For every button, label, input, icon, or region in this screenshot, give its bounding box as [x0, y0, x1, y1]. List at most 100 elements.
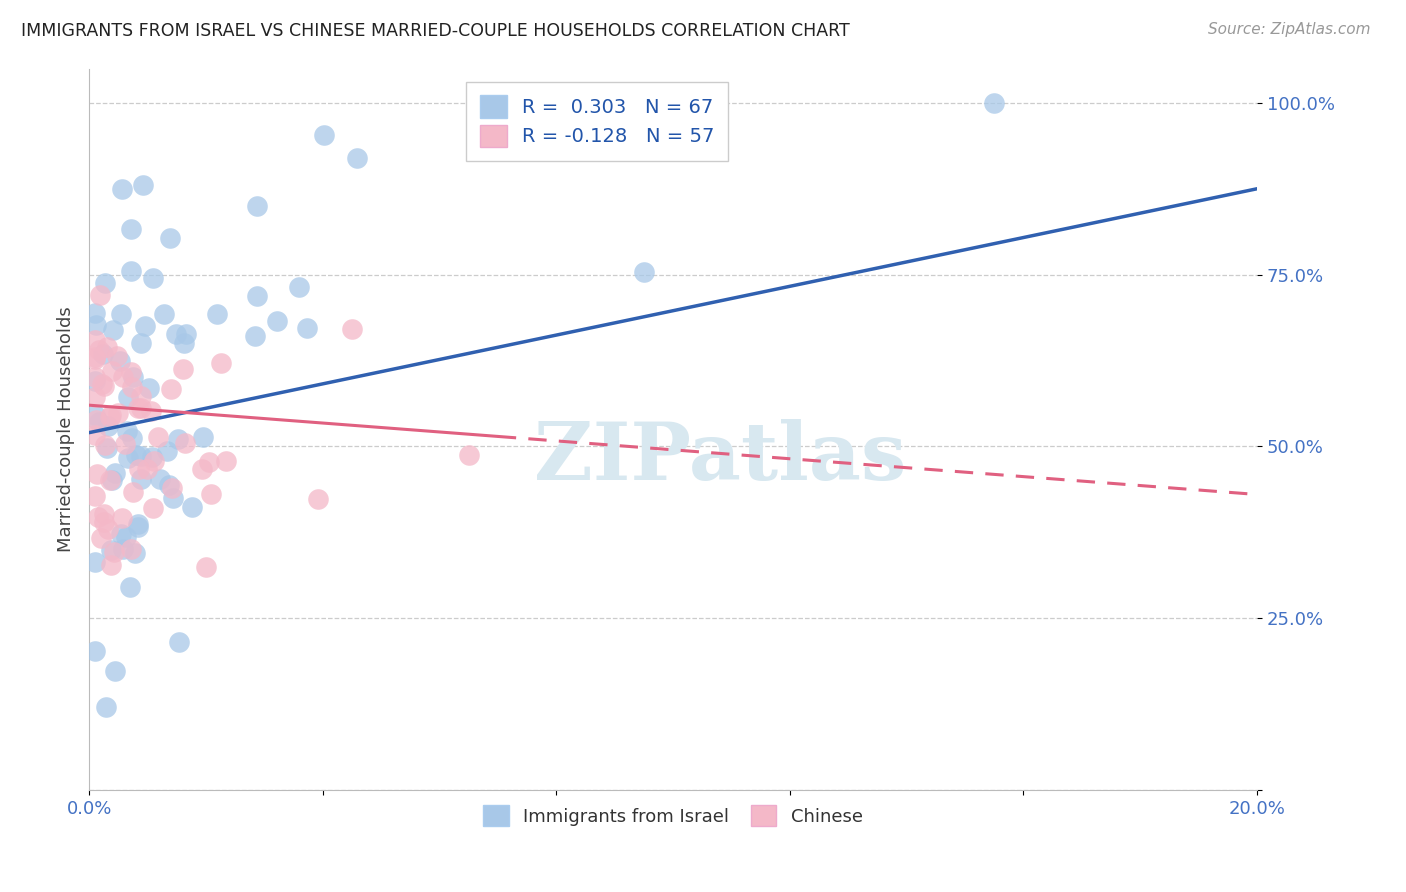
Point [90, 532, 112, 546]
Point [84, 408, 107, 422]
Point [200, 486, 222, 500]
Point [104, 466, 127, 480]
Point [111, 542, 134, 557]
Point [84, 351, 107, 366]
Point [266, 314, 288, 328]
Point [136, 461, 159, 475]
Point [141, 450, 163, 465]
Point [141, 404, 163, 418]
Point [142, 271, 165, 285]
Point [243, 328, 266, 343]
Point [84, 351, 107, 365]
Point [117, 390, 139, 404]
Point [91, 347, 114, 361]
Point [143, 453, 166, 467]
Point [100, 473, 122, 487]
Point [125, 448, 148, 462]
Point [129, 335, 152, 350]
Point [94, 699, 117, 714]
Point [191, 462, 214, 476]
Point [104, 664, 127, 678]
Point [312, 128, 335, 143]
Point [295, 321, 318, 335]
Point [86, 413, 108, 427]
Point [176, 327, 198, 342]
Point [288, 280, 311, 294]
Point [205, 307, 228, 321]
Point [122, 369, 145, 384]
Point [195, 560, 218, 574]
Point [84, 390, 107, 404]
Point [98, 473, 121, 487]
Point [121, 432, 143, 446]
Point [115, 424, 138, 438]
Point [100, 364, 122, 378]
Text: Source: ZipAtlas.com: Source: ZipAtlas.com [1208, 22, 1371, 37]
Point [93, 515, 115, 529]
Point [134, 319, 156, 334]
Point [111, 510, 134, 524]
Point [100, 408, 122, 422]
Point [129, 450, 152, 464]
Point [103, 544, 125, 558]
Point [111, 182, 134, 196]
Point [101, 322, 124, 336]
Point [114, 437, 136, 451]
Point [84, 318, 107, 333]
Point [107, 406, 129, 420]
Point [87, 509, 110, 524]
Point [128, 462, 150, 476]
Point [127, 401, 149, 415]
Point [129, 401, 152, 416]
Point [340, 322, 363, 336]
Point [84, 333, 107, 347]
Point [84, 375, 107, 389]
Point [983, 95, 1005, 110]
Y-axis label: Married-couple Households: Married-couple Households [58, 306, 75, 552]
Point [84, 555, 107, 569]
Point [129, 472, 152, 486]
Point [100, 542, 122, 557]
Point [87, 343, 110, 357]
Point [105, 350, 128, 364]
Point [97, 522, 120, 536]
Point [138, 381, 160, 395]
Point [87, 415, 110, 429]
Point [93, 508, 115, 522]
Point [91, 376, 114, 391]
Point [89, 288, 111, 302]
Legend: Immigrants from Israel, Chinese: Immigrants from Israel, Chinese [474, 796, 872, 835]
Point [246, 289, 269, 303]
Point [159, 231, 181, 245]
Point [120, 365, 142, 379]
Point [157, 478, 180, 492]
Point [110, 526, 132, 541]
Point [120, 542, 142, 557]
Point [124, 546, 146, 560]
Point [346, 151, 368, 165]
Point [246, 199, 269, 213]
Text: ZIPatlas: ZIPatlas [534, 419, 905, 497]
Point [160, 382, 183, 396]
Point [160, 481, 183, 495]
Point [94, 437, 117, 451]
Point [84, 489, 107, 503]
Point [155, 444, 177, 458]
Point [120, 264, 142, 278]
Point [117, 451, 139, 466]
Point [93, 378, 115, 392]
Point [84, 370, 107, 384]
Point [96, 340, 118, 354]
Point [97, 419, 120, 434]
Point [165, 327, 187, 342]
Point [112, 369, 135, 384]
Point [127, 516, 149, 531]
Point [110, 307, 132, 321]
Point [86, 467, 108, 482]
Point [100, 558, 122, 572]
Point [84, 306, 107, 320]
Point [173, 336, 195, 351]
Point [167, 432, 190, 446]
Point [180, 500, 202, 514]
Point [127, 520, 149, 534]
